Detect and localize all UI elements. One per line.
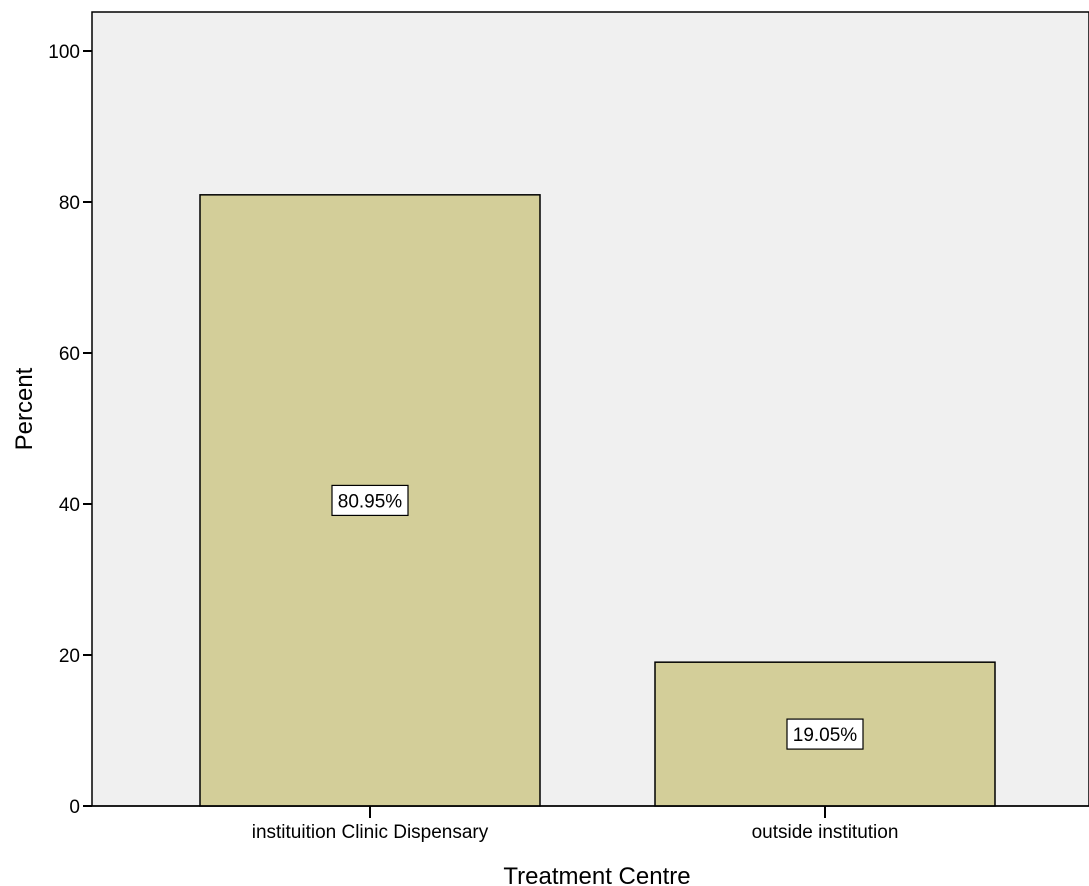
data-label-box bbox=[786, 718, 864, 750]
y-tick-label: 60 bbox=[59, 344, 80, 365]
x-tick-label: outside institution bbox=[752, 822, 899, 843]
y-tick-label: 20 bbox=[59, 646, 80, 667]
data-label-2: 19.05% bbox=[786, 718, 864, 750]
data-label-box bbox=[331, 484, 409, 517]
y-tick-label: 0 bbox=[69, 797, 80, 818]
y-tick-label: 100 bbox=[48, 42, 80, 63]
x-axis: instituition Clinic Dispensary outside in… bbox=[92, 805, 1089, 843]
x-axis-title: Treatment Centre bbox=[503, 863, 690, 886]
y-tick-label: 40 bbox=[59, 495, 80, 516]
x-tick-label: instituition Clinic Dispensary bbox=[252, 822, 489, 843]
y-tick-label: 80 bbox=[59, 193, 80, 214]
data-labels-layer: 80.95% 19.05% bbox=[331, 484, 864, 750]
data-label-text: 80.95% bbox=[338, 491, 403, 512]
data-label-1: 80.95% bbox=[331, 484, 409, 517]
y-axis-title: Percent bbox=[11, 367, 38, 450]
data-label-text: 19.05% bbox=[793, 725, 858, 746]
y-axis: 0 20 40 60 80 100 bbox=[48, 42, 92, 818]
